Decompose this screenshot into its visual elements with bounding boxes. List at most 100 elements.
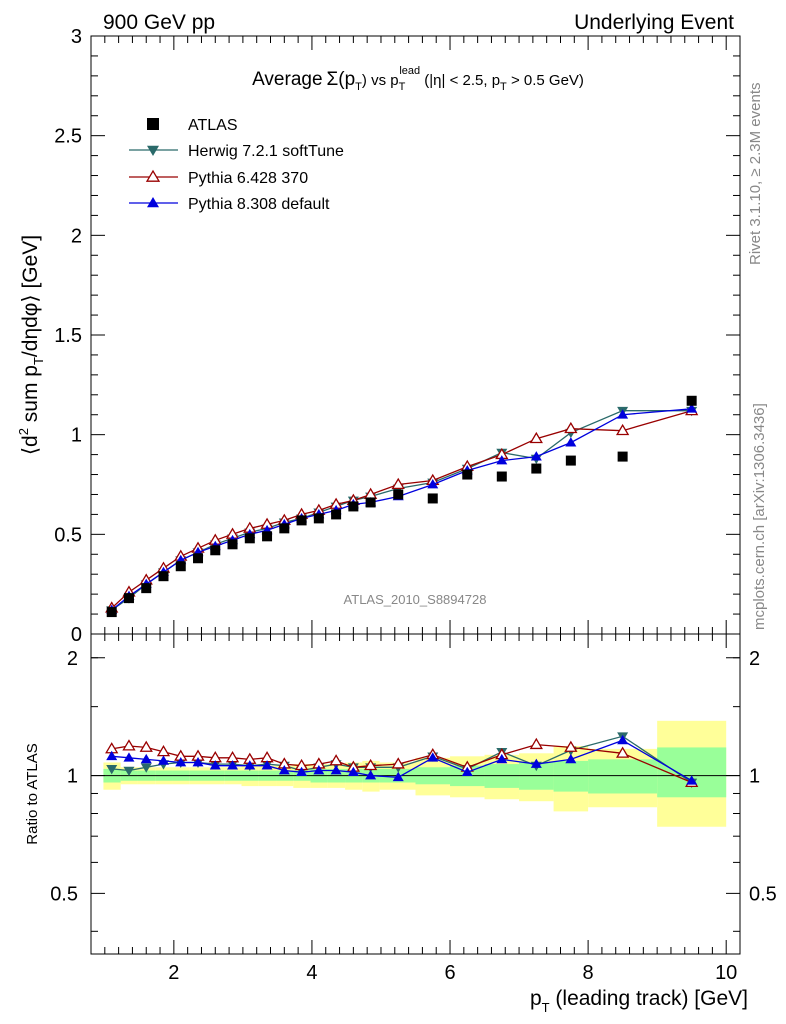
ratio-data-point [123,766,135,777]
ratio-data-point [365,770,377,780]
x-axis-label: pT (leading track) [GeV] [530,987,748,1015]
ratio-y-tick-label-right: 2 [749,648,760,670]
ratio-data-point [106,750,118,761]
ratio-data-point [209,760,221,770]
legend-label: Pythia 6.428 370 [188,170,308,187]
mcplots-label: mcplots.cern.ch [arXiv:1306.3436] [751,403,768,630]
main-series-line [111,410,692,609]
legend-label: Pythia 8.308 default [188,196,330,213]
legend-label: ATLAS [188,117,238,134]
main-data-point [529,431,543,444]
ratio-data-point [330,765,342,775]
main-data-layer [105,395,699,618]
main-y-tick-label: 0.5 [54,524,82,546]
ratio-stat-band [588,759,658,794]
main-y-tick-label: 1 [71,425,82,447]
collision-label: 900 GeV pp [103,11,215,34]
ratio-data-layer [91,720,740,827]
main-data-point [686,403,698,413]
main-data-point [391,477,405,490]
main-series [106,406,698,616]
ratio-data-point [296,766,308,777]
ratio-data-point [617,734,629,745]
main-data-point [106,607,117,618]
x-tick-label: 4 [306,962,317,984]
ratio-data-point [615,746,630,758]
main-data-point [244,533,255,544]
main-data-point [617,409,629,419]
main-data-point [331,509,342,520]
main-data-point [496,471,507,482]
main-y-tick-label: 3 [71,26,82,48]
ratio-data-point [106,765,118,775]
ratio-y-tick-label-right: 0.5 [749,883,777,905]
ratio-data-point [565,753,577,764]
x-tick-label: 10 [715,962,737,984]
main-data-point [123,593,134,604]
rivet-label: Rivet 3.1.10, ≥ 2.3M events [747,83,764,266]
main-data-point [565,455,576,466]
plot-title: Average Σ(pT) vs pTlead (|η| < 2.5, pT > … [252,65,584,93]
main-data-point [427,493,438,504]
main-data-point [141,583,152,594]
main-series [106,403,698,614]
legend: ATLAS Herwig 7.2.1 softTune Pythia 6.428 3… [129,117,344,213]
ratio-data-point [461,766,473,777]
ratio-data-point [564,740,578,752]
ratio-stat-band [553,760,589,792]
legend-marker [147,118,159,130]
main-data-point [427,479,439,489]
main-y-tick-label: 0 [71,624,82,646]
ratio-y-ticks: 0.5 0.5 1 1 2 2 [50,648,777,932]
main-data-point [365,497,376,508]
ratio-y-tick-label-right: 1 [749,766,760,788]
main-data-point [393,489,404,500]
main-y-tick-label: 2.5 [54,126,82,148]
ratio-data-point [192,756,204,767]
ratio-data-point [123,752,135,762]
main-y-tick-label: 1.5 [54,325,82,347]
ratio-data-point [427,752,439,762]
ratio-data-point [140,763,152,773]
main-series [105,403,699,613]
main-y-axis-label: ⟨d2 sum pT/dηdφ⟩ [GeV] [16,235,46,455]
legend-marker [147,197,159,208]
main-x-ticks [104,36,727,634]
main-data-point [227,539,238,550]
ratio-y-tick-label: 2 [67,648,78,670]
main-data-point [615,423,630,436]
main-data-point [193,553,204,564]
main-data-point [210,545,221,556]
legend-label: Herwig 7.2.1 softTune [188,143,344,160]
main-data-point [279,523,290,534]
ratio-data-point [278,765,290,775]
ratio-data-point [530,758,542,768]
ratio-data-point [261,760,273,770]
main-data-point [313,513,324,524]
legend-marker [145,169,161,182]
ratio-data-point [139,740,153,752]
ratio-frame [90,633,741,955]
ratio-data-point [175,756,187,767]
ratio-data-point [363,758,378,771]
main-data-point [462,469,473,480]
main-data-point [175,561,186,572]
ratio-y-tick-label: 0.5 [50,883,78,905]
ratio-data-point [140,753,152,764]
main-series [106,395,697,618]
x-tick-label: 2 [168,962,179,984]
ratio-panel: 0.5 0.5 1 1 2 2 2 4 6 8 10 Ratio to ATLAS [24,633,777,984]
ratio-x-ticks: 2 4 6 8 10 [104,634,737,984]
ratio-data-point [347,766,359,777]
analysis-watermark: ATLAS_2010_S8894728 [344,592,487,607]
main-data-point [531,463,542,474]
ratio-data-point [496,753,508,764]
analysis-label: Underlying Event [574,11,734,34]
main-y-tick-label: 2 [71,225,82,247]
legend-marker [147,145,159,156]
main-series-line [111,408,692,611]
x-tick-label: 6 [444,962,455,984]
ratio-y-axis-label: Ratio to ATLAS [24,743,41,844]
main-data-point [564,421,578,434]
